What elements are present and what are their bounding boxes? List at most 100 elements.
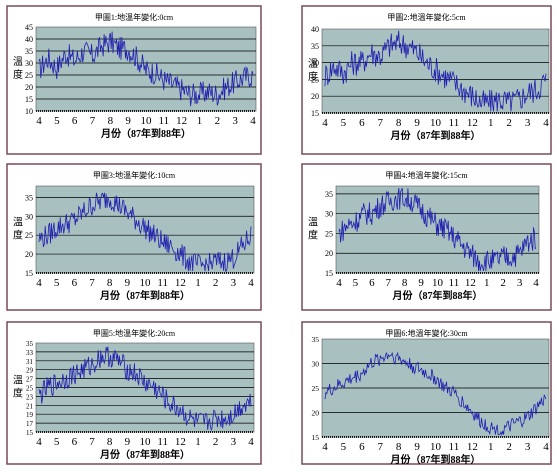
y-tick-label: 17 — [26, 420, 34, 428]
y-tick-label: 10 — [25, 107, 33, 116]
y-tick-label: 23 — [26, 393, 34, 401]
y-axis-label-char: 溫 — [13, 375, 23, 387]
x-tick-label: 9 — [125, 436, 131, 448]
x-tick-label: 2 — [506, 441, 512, 453]
y-tick-label: 15 — [311, 109, 319, 118]
x-tick-label: 6 — [359, 441, 365, 453]
series-line — [338, 187, 537, 272]
y-tick-label: 15 — [312, 433, 320, 442]
x-tick-label: 12 — [175, 436, 186, 448]
x-tick-label: 7 — [386, 277, 392, 289]
x-tick-label: 1 — [488, 117, 494, 129]
x-tick-label: 3 — [231, 436, 237, 448]
y-tick-label: 29 — [26, 367, 34, 375]
y-tick-label: 30 — [25, 212, 33, 221]
chart-title: 甲圖5:地溫年變化:20cm — [93, 328, 176, 338]
x-tick-label: 3 — [231, 277, 237, 289]
y-tick-label: 30 — [325, 210, 333, 219]
x-tick-label: 7 — [89, 277, 95, 289]
x-tick-label: 9 — [418, 277, 424, 289]
x-tick-label: 1 — [195, 277, 201, 289]
plot-area — [35, 185, 255, 274]
series-line — [324, 30, 547, 112]
x-tick-label: 5 — [54, 115, 60, 127]
x-tick-label: 4 — [533, 277, 539, 289]
x-tick-label: 7 — [378, 441, 384, 453]
y-axis-label-char: 度 — [308, 70, 318, 83]
plot-area — [35, 26, 257, 112]
chart-title: 甲圖1:地溫年變化:0cm — [95, 12, 174, 22]
x-axis-title: 月份（87年到88年） — [392, 289, 483, 302]
x-axis-title: 月份（87年到88年） — [99, 289, 190, 302]
y-tick-label: 25 — [25, 71, 33, 80]
y-tick-label: 35 — [25, 47, 33, 56]
x-tick-label: 6 — [369, 277, 375, 289]
y-tick-label: 31 — [26, 358, 34, 366]
x-tick-label: 7 — [89, 436, 95, 448]
x-tick-label: 1 — [197, 115, 203, 127]
x-tick-label: 3 — [232, 115, 238, 127]
x-tick-label: 12 — [176, 115, 187, 127]
x-tick-label: 4 — [336, 277, 342, 289]
x-axis-title: 月份（87年到88年） — [99, 448, 190, 461]
x-tick-label: 2 — [500, 277, 506, 289]
x-tick-label: 5 — [341, 117, 347, 129]
x-tick-label: 6 — [72, 436, 78, 448]
y-axis-label-char: 度 — [308, 229, 318, 242]
x-tick-label: 6 — [359, 117, 365, 129]
x-tick-label: 1 — [488, 441, 494, 453]
x-tick-label: 10 — [140, 277, 152, 289]
x-tick-label: 5 — [54, 277, 60, 289]
y-tick-label: 25 — [325, 229, 333, 238]
y-tick-label: 25 — [311, 75, 319, 84]
x-tick-label: 11 — [159, 115, 170, 127]
y-tick-label: 35 — [325, 190, 333, 199]
y-tick-label: 15 — [25, 95, 33, 104]
y-tick-label: 25 — [25, 231, 33, 240]
y-tick-label: 20 — [25, 250, 33, 259]
y-tick-label: 33 — [26, 349, 34, 357]
x-tick-label: 11 — [157, 436, 168, 448]
chart-title: 甲圖3:地溫年變化:10cm — [93, 170, 176, 180]
y-axis-label-char: 度 — [13, 68, 23, 81]
y-tick-label: 15 — [325, 269, 333, 278]
y-tick-label: 19 — [26, 411, 34, 419]
x-tick-label: 10 — [140, 436, 152, 448]
x-tick-label: 2 — [213, 436, 219, 448]
y-tick-label: 30 — [25, 59, 33, 68]
x-tick-label: 6 — [72, 115, 78, 127]
x-tick-label: 9 — [125, 277, 131, 289]
chart-title: 甲圖4:地溫年變化:15cm — [385, 170, 468, 180]
x-tick-label: 5 — [341, 441, 347, 453]
x-tick-label: 3 — [517, 277, 523, 289]
y-axis-label-char: 溫 — [13, 217, 23, 229]
x-tick-label: 12 — [467, 441, 478, 453]
plot-area — [321, 28, 550, 114]
y-tick-label: 35 — [25, 193, 33, 202]
x-tick-label: 8 — [107, 436, 113, 448]
x-tick-label: 2 — [506, 117, 512, 129]
chart-title: 甲圖2:地溫年變化:5cm — [387, 12, 466, 22]
y-tick-label: 15 — [26, 429, 34, 437]
y-tick-label: 27 — [26, 376, 34, 384]
x-tick-label: 8 — [402, 277, 408, 289]
x-tick-label: 7 — [378, 117, 384, 129]
y-tick-label: 35 — [312, 335, 320, 344]
x-tick-label: 8 — [396, 117, 402, 129]
x-tick-label: 11 — [449, 117, 460, 129]
x-tick-label: 8 — [396, 441, 402, 453]
x-tick-label: 4 — [250, 115, 256, 127]
x-tick-label: 12 — [175, 277, 186, 289]
y-tick-label: 20 — [311, 92, 319, 101]
x-tick-label: 12 — [465, 277, 476, 289]
x-tick-label: 11 — [449, 277, 460, 289]
y-axis-label-char: 溫 — [308, 58, 318, 70]
x-axis-title: 月份（87年到88年） — [390, 129, 481, 142]
x-axis-title: 月份（87年到88年） — [390, 453, 481, 466]
series-line — [324, 351, 547, 436]
x-tick-label: 2 — [213, 277, 219, 289]
